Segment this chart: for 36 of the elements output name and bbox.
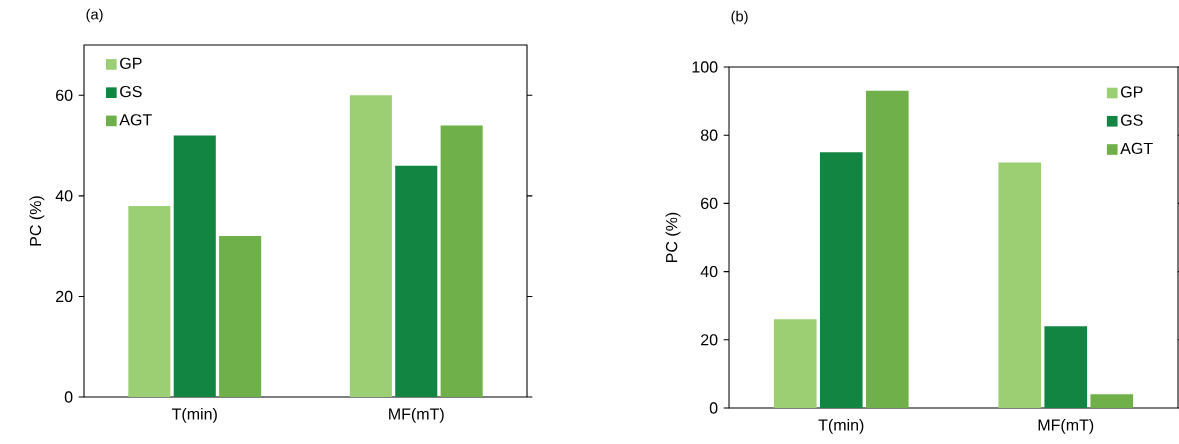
- y-tick-label: 100: [692, 61, 718, 73]
- y-tick-label: 40: [55, 190, 73, 202]
- bar: [773, 319, 817, 408]
- bar: [819, 152, 863, 408]
- bar: [173, 135, 216, 397]
- chart-title: (a): [86, 8, 103, 23]
- y-tick-label: 40: [700, 265, 718, 278]
- y-tick-label: 80: [700, 129, 718, 141]
- bar: [998, 162, 1042, 408]
- bar: [865, 90, 909, 408]
- legend-label: GP: [120, 57, 142, 69]
- x-tick-label: MF(mT): [1038, 418, 1094, 434]
- bar: [1090, 394, 1134, 408]
- bar: [128, 205, 171, 397]
- bar: [1044, 326, 1088, 408]
- y-tick-label: 20: [701, 334, 718, 346]
- bar: [440, 125, 483, 397]
- legend-label: AGT: [119, 114, 152, 126]
- x-tick-label: T(min): [172, 407, 217, 423]
- bar: [349, 95, 392, 397]
- y-tick-label: 60: [701, 197, 718, 210]
- y-tick-label: 0: [64, 391, 73, 403]
- bar: [219, 236, 262, 397]
- y-tick-label: 0: [709, 402, 718, 414]
- legend-label: GS: [1121, 114, 1143, 126]
- legend-label: GS: [120, 85, 142, 98]
- bar: [395, 165, 438, 397]
- legend-label: GP: [1121, 86, 1143, 98]
- y-tick-label: 20: [56, 290, 73, 303]
- chart-title: (b): [731, 10, 748, 25]
- x-tick-label: MF(mT): [389, 407, 444, 423]
- x-tick-label: T(min): [818, 418, 864, 434]
- legend-label: AGT: [1120, 142, 1153, 155]
- y-axis-title: PC (%): [29, 196, 45, 246]
- y-tick-label: 60: [56, 89, 73, 101]
- y-axis-title: PC (%): [665, 212, 681, 262]
